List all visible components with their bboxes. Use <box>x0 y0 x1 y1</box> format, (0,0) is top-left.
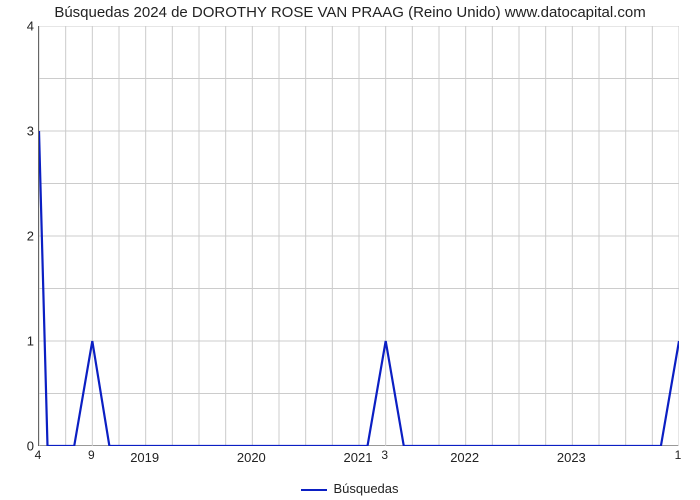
xtick-4: 2023 <box>557 450 586 465</box>
xtick-3: 2022 <box>450 450 479 465</box>
gridlines <box>39 26 679 446</box>
chart-container: Búsquedas 2024 de DOROTHY ROSE VAN PRAAG… <box>0 0 700 500</box>
point-label-2: 3 <box>381 448 388 462</box>
ytick-0: 0 <box>6 439 34 454</box>
point-label-1: 9 <box>88 448 95 462</box>
plot-area <box>38 26 678 446</box>
ytick-1: 1 <box>6 334 34 349</box>
xtick-1: 2020 <box>237 450 266 465</box>
xtick-2: 2021 <box>344 450 373 465</box>
legend: Búsquedas <box>0 481 700 496</box>
point-label-3: 1 <box>675 448 682 462</box>
legend-label: Búsquedas <box>333 481 398 496</box>
ytick-4: 4 <box>6 19 34 34</box>
xtick-0: 2019 <box>130 450 159 465</box>
point-label-0: 4 <box>35 448 42 462</box>
chart-svg <box>39 26 679 446</box>
chart-title: Búsquedas 2024 de DOROTHY ROSE VAN PRAAG… <box>0 4 700 21</box>
ytick-2: 2 <box>6 229 34 244</box>
ytick-3: 3 <box>6 124 34 139</box>
legend-swatch <box>301 489 327 491</box>
